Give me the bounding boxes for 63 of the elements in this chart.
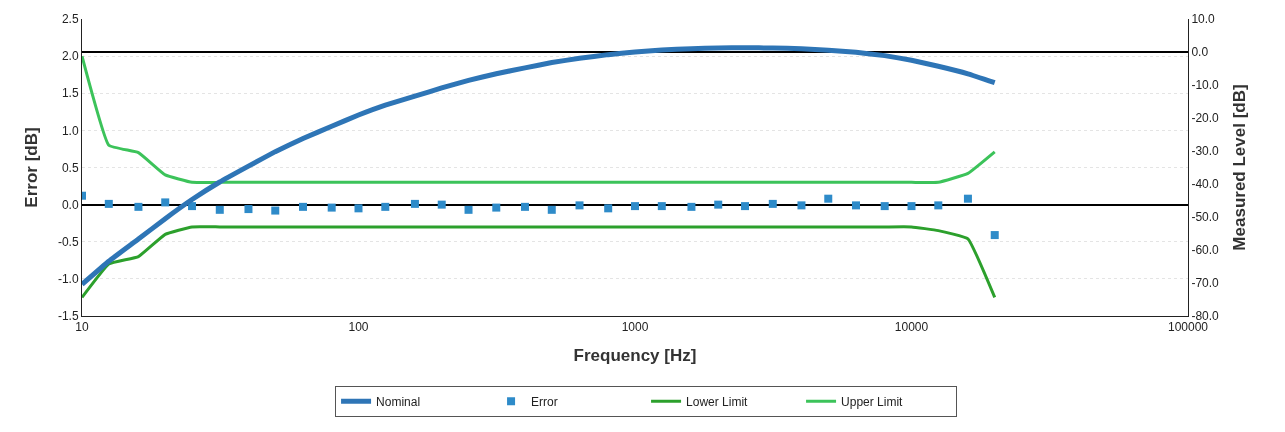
point: [687, 202, 696, 211]
legend-label: Nominal: [376, 394, 421, 409]
legend-label: Lower Limit: [686, 394, 749, 409]
point: [934, 201, 943, 210]
point: [631, 202, 639, 211]
y2-tick-label: -40.0: [1191, 177, 1220, 192]
x-tick-label: 10: [75, 320, 89, 335]
x-tick-label: 100000: [1167, 320, 1209, 335]
point: [990, 231, 999, 240]
point: [381, 202, 390, 211]
y2-tick-label: -50.0: [1191, 210, 1220, 225]
y-axis-title: Error [dB]: [22, 127, 42, 208]
point: [437, 200, 446, 209]
y2-tick-label: -20.0: [1191, 111, 1220, 126]
y2-tick-label: -70.0: [1191, 276, 1220, 291]
point: [547, 205, 556, 214]
line-series: [82, 54, 997, 185]
point: [520, 202, 529, 211]
point: [410, 199, 419, 208]
point: [575, 201, 584, 210]
point: [824, 194, 833, 203]
y2-tick-label: 10.0: [1191, 12, 1216, 27]
point: [271, 206, 280, 215]
y-tick-label: 0.0: [61, 197, 79, 212]
legend-label: Error: [531, 394, 558, 409]
y-tick-label: 1.5: [61, 86, 79, 101]
point: [327, 203, 336, 212]
point: [907, 202, 916, 211]
x-tick-label: 1000: [621, 320, 649, 335]
point: [852, 201, 861, 210]
y2-axis-title: Measured Level [dB]: [1230, 84, 1250, 251]
point: [657, 202, 666, 211]
point: [797, 201, 806, 210]
point: [492, 203, 501, 212]
point: [299, 202, 308, 211]
y-tick-label: -1.0: [57, 272, 79, 287]
x-tick-label: 10000: [894, 320, 929, 335]
x-tick-label: 100: [348, 320, 369, 335]
point: [215, 205, 224, 214]
legend-label: Upper Limit: [841, 394, 904, 409]
point: [963, 194, 972, 203]
line-series: [82, 225, 997, 299]
point: [244, 205, 253, 214]
point: [354, 204, 363, 213]
point: [104, 199, 113, 208]
y-tick-label: 1.0: [61, 123, 79, 138]
y2-tick-label: -60.0: [1191, 243, 1220, 258]
point: [880, 202, 889, 211]
y-tick-label: 2.5: [61, 12, 79, 27]
y-tick-label: 2.0: [61, 49, 79, 64]
point: [604, 204, 613, 213]
y2-tick-label: 0.0: [1191, 45, 1209, 60]
point: [714, 200, 723, 209]
y2-tick-label: -10.0: [1191, 78, 1220, 93]
point: [464, 205, 473, 214]
y2-tick-label: -30.0: [1191, 144, 1220, 159]
x-axis-title: Frequency [Hz]: [573, 345, 697, 365]
y-tick-label: 0.5: [61, 160, 79, 175]
point: [741, 202, 750, 211]
y-tick-label: -0.5: [57, 234, 79, 249]
point: [161, 198, 170, 207]
point: [134, 202, 143, 211]
point: [768, 199, 777, 208]
